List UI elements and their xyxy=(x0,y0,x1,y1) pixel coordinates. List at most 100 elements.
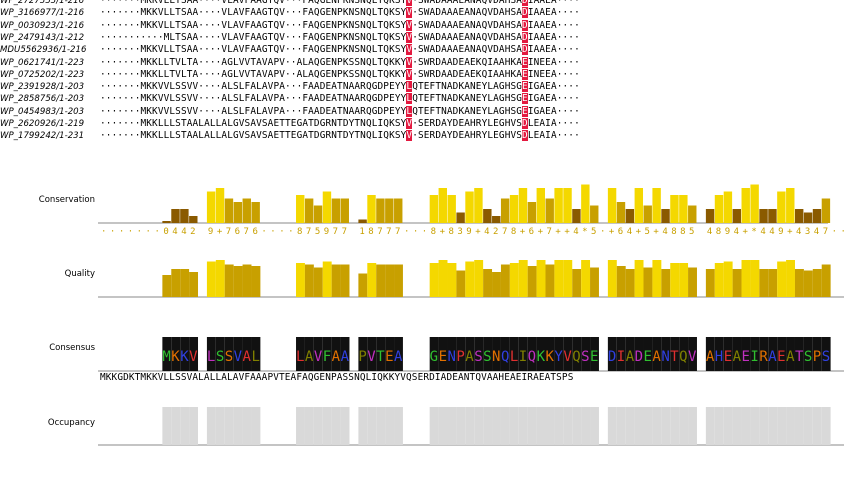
conservation-bar xyxy=(242,198,251,223)
conservation-score-glyph: · xyxy=(413,227,418,237)
occupancy-bar xyxy=(563,407,573,445)
conservation-score-glyph: · xyxy=(146,227,151,237)
sequence-name[interactable]: WP_2858756/1-203 xyxy=(0,94,85,105)
conservation-score-glyph: 8 xyxy=(511,227,516,237)
sequence-name[interactable]: WP_1799242/1-231 xyxy=(0,131,85,142)
conservation-bar xyxy=(554,188,563,223)
sequence-residues: ·······MKKVVLSSVV····ALSLFALAVPA···FAADE… xyxy=(100,81,580,93)
conservation-score-glyph: · xyxy=(832,227,837,237)
quality-bar xyxy=(563,260,573,297)
conservation-score-glyph: · xyxy=(288,227,293,237)
sequence-name[interactable]: WP_3166977/1-216 xyxy=(0,8,85,19)
sequence-name[interactable]: WP_2391928/1-203 xyxy=(0,82,85,93)
consensus-logo-letter: I xyxy=(519,349,527,365)
consensus-column xyxy=(643,337,653,371)
consensus-column xyxy=(189,337,199,371)
conservation-score-glyph: 8 xyxy=(297,227,302,237)
occupancy-bar xyxy=(215,407,225,445)
conservation-bar xyxy=(492,216,501,223)
conservation-bar xyxy=(786,188,795,223)
occupancy-bar xyxy=(643,407,653,445)
conservation-score-glyph: + xyxy=(609,227,615,237)
consensus-logo-letter: N xyxy=(661,349,669,365)
occupancy-bar xyxy=(661,407,671,445)
sequence-name[interactable]: WP_0030923/1-216 xyxy=(0,20,85,31)
quality-bar xyxy=(527,266,537,297)
quality-bar xyxy=(171,269,181,297)
alignment-row[interactable]: WP_2858756/1-203 ·······MKKVVLSSVV····ALS… xyxy=(0,93,844,105)
occupancy-bar xyxy=(590,407,599,445)
alignment-row[interactable]: WP_2391928/1-203 ·······MKKVVLSSVV····ALS… xyxy=(0,81,844,93)
quality-bar xyxy=(545,264,555,297)
alignment-row[interactable]: WP_1799242/1-231 ·······MKKLLLSTAALALLALG… xyxy=(0,130,844,142)
alignment-row[interactable]: WP_0621741/1-223 ·······MKKLLTVLTA····AGL… xyxy=(0,56,844,69)
sequence-name[interactable]: WP_0725202/1-223 xyxy=(0,69,85,80)
occupancy-bar xyxy=(367,407,377,445)
sequence-name[interactable]: WP_0454983/1-203 xyxy=(0,106,85,117)
quality-bar xyxy=(189,272,199,297)
consensus-logo-letter: A xyxy=(394,349,403,365)
consensus-column xyxy=(215,337,225,371)
occupancy-bar xyxy=(607,407,617,445)
consensus-column xyxy=(518,337,528,371)
quality-bar xyxy=(242,264,252,297)
quality-bar xyxy=(786,260,795,297)
conservation-score-glyph: + xyxy=(520,227,526,237)
consensus-logo-letter: S xyxy=(474,349,482,365)
quality-bar xyxy=(394,264,403,297)
conservation-score-glyph: 4 xyxy=(734,227,739,237)
conservation-score-glyph: 8 xyxy=(448,227,453,237)
conservation-score-glyph: 4 xyxy=(573,227,578,237)
conservation-score-glyph: + xyxy=(538,227,544,237)
occupancy-bar xyxy=(509,407,519,445)
quality-bar xyxy=(251,266,261,297)
consensus-logo-letter: L xyxy=(207,349,215,365)
conservation-bar xyxy=(429,195,439,223)
conservation-score-glyph: 7 xyxy=(823,227,828,237)
conservation-score-glyph: · xyxy=(101,227,106,237)
alignment-row[interactable]: WP_2479143/1-212 ···········MLTSAA····VLA… xyxy=(0,31,844,44)
consensus-column xyxy=(786,337,795,371)
sequence-name[interactable]: WP_0621741/1-223 xyxy=(0,57,85,68)
consensus-logo-letter: A xyxy=(243,349,252,365)
occupancy-bar xyxy=(162,407,172,445)
quality-bar xyxy=(794,269,804,297)
conservation-score-glyph: + xyxy=(636,227,642,237)
consensus-logo-letter: I xyxy=(617,349,625,365)
consensus-column xyxy=(358,337,368,371)
sequence-name[interactable]: WP_2620926/1-219 xyxy=(0,119,85,129)
alignment-row[interactable]: WP_0725202/1-223 ·······MKKLLTVLTA····AGL… xyxy=(0,68,844,81)
consensus-logo-letter: Q xyxy=(501,349,509,365)
quality-bar xyxy=(652,260,662,297)
quality-bar xyxy=(474,260,484,297)
quality-bar xyxy=(679,263,689,297)
occupancy-bar xyxy=(732,407,742,445)
consensus-column xyxy=(803,337,813,371)
quality-bar xyxy=(759,269,769,297)
occupancy-bar xyxy=(705,407,715,445)
sequence-name[interactable]: MDU5562936/1-216 xyxy=(0,45,87,56)
alignment-row[interactable]: WP_0030923/1-216 ·······MKKVLLTSAA····VLA… xyxy=(0,19,844,32)
consensus-logo-letter: Q xyxy=(528,349,536,365)
occupancy-bar xyxy=(180,407,190,445)
consensus-logo-letter: R xyxy=(759,349,768,365)
sequence-name[interactable]: WP_2479143/1-212 xyxy=(0,32,85,43)
alignment-row[interactable]: MDU5562936/1-216 ·······MKKVLLTSAA····VLA… xyxy=(0,44,844,56)
quality-bar xyxy=(741,260,751,297)
conservation-bar xyxy=(794,209,804,223)
alignment-row[interactable]: WP_0454983/1-203 ·······MKKVVLSSVV····ALS… xyxy=(0,105,844,118)
consensus-logo-letter: L xyxy=(296,349,304,365)
quality-bar xyxy=(304,264,314,297)
alignment-row[interactable]: WP_2727333/1-216 ·······MKKVLLTSAA····VLA… xyxy=(0,0,844,7)
consensus-logo-letter: A xyxy=(733,349,742,365)
alignment-row[interactable]: WP_3166977/1-216 ·······MKKVLLTSAA····VLA… xyxy=(0,7,844,19)
alignment-row[interactable]: WP_2620926/1-219 ·······MKKLLLSTAALALLALG… xyxy=(0,118,844,130)
quality-bar xyxy=(616,266,626,297)
conservation-bar xyxy=(509,195,519,223)
conservation-score-glyph: 9 xyxy=(208,227,213,237)
conservation-score-glyph: 9 xyxy=(466,227,471,237)
consensus-column xyxy=(438,337,448,371)
sequence-name[interactable]: WP_2727333/1-216 xyxy=(0,0,85,6)
occupancy-bar xyxy=(340,407,350,445)
conservation-score-glyph: 9 xyxy=(324,227,329,237)
